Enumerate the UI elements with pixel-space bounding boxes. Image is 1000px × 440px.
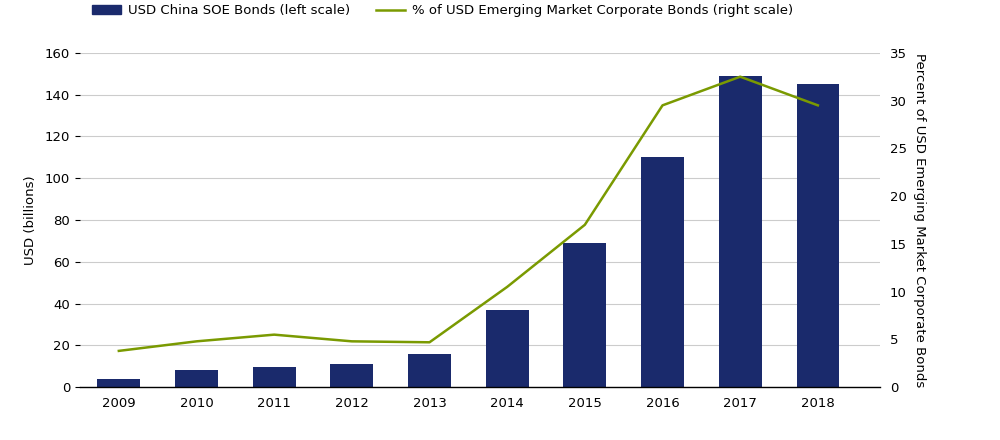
Bar bbox=[175, 370, 218, 387]
Bar bbox=[97, 379, 140, 387]
Y-axis label: Percent of USD Emerging Market Corporate Bonds: Percent of USD Emerging Market Corporate… bbox=[913, 53, 926, 387]
Bar bbox=[330, 364, 373, 387]
Bar bbox=[563, 243, 606, 387]
Bar bbox=[408, 354, 451, 387]
Y-axis label: USD (billions): USD (billions) bbox=[24, 175, 37, 265]
Bar bbox=[486, 310, 529, 387]
Bar bbox=[253, 367, 296, 387]
Bar bbox=[719, 76, 762, 387]
Bar bbox=[641, 157, 684, 387]
Legend: USD China SOE Bonds (left scale), % of USD Emerging Market Corporate Bonds (righ: USD China SOE Bonds (left scale), % of U… bbox=[87, 0, 798, 23]
Bar bbox=[797, 84, 839, 387]
